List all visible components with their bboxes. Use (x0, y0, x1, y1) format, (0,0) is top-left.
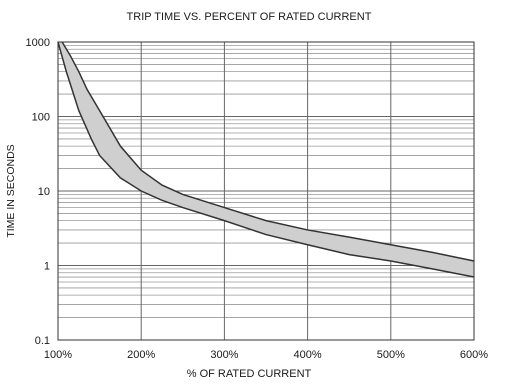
trip-time-band (58, 42, 474, 278)
x-tick-label: 600% (460, 349, 488, 361)
x-tick-label: 100% (44, 349, 72, 361)
x-tick-label: 500% (377, 349, 405, 361)
y-tick-label: 0.1 (35, 335, 50, 347)
y-tick-label: 1000 (26, 37, 50, 49)
x-tick-label: 200% (127, 349, 155, 361)
x-axis-label: % OF RATED CURRENT (187, 368, 312, 380)
series-upper-bound-line (61, 41, 475, 262)
y-tick-label: 1 (44, 261, 50, 273)
x-tick-label: 400% (294, 349, 322, 361)
x-tick-label: 300% (210, 349, 238, 361)
plot-frame (57, 41, 475, 341)
chart-title: TRIP TIME VS. PERCENT OF RATED CURRENT (127, 11, 372, 23)
series-lower-bound-line (57, 41, 475, 278)
y-axis-label: TIME IN SECONDS (5, 144, 17, 237)
y-tick-label: 10 (38, 186, 50, 198)
y-tick-label: 100 (32, 112, 50, 124)
